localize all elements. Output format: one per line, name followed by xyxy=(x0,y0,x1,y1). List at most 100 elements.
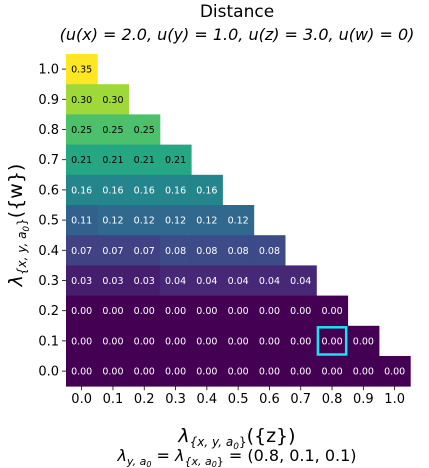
heatmap-cell xyxy=(128,235,161,266)
heatmap-cell-value: 0.04 xyxy=(290,276,311,287)
y-tick-label: 0.1 xyxy=(38,334,59,349)
heatmap-cell xyxy=(159,174,192,206)
heatmap-cell-value: 0.08 xyxy=(259,246,280,257)
heatmap-cell-value: 0.30 xyxy=(102,95,123,106)
heatmap-cell xyxy=(253,356,286,387)
x-tick-label: 0.0 xyxy=(71,392,92,407)
heatmap-cell-value: 0.00 xyxy=(165,336,186,347)
heatmap-cell xyxy=(253,325,286,357)
heatmap-cell xyxy=(66,295,98,327)
heatmap-cell xyxy=(347,356,380,387)
y-tick-label: 0.6 xyxy=(38,183,59,198)
heatmap-cell xyxy=(128,174,161,206)
x-tick-label: 0.5 xyxy=(228,392,249,407)
heatmap-cell xyxy=(159,356,192,387)
heatmap-cell-value: 0.00 xyxy=(196,367,217,378)
y-tick-label: 0.8 xyxy=(38,123,59,138)
heatmap-cell xyxy=(128,325,161,357)
heatmap-cell xyxy=(66,265,98,296)
heatmap-cell xyxy=(66,174,98,206)
heatmap-cell xyxy=(97,325,129,357)
heatmap-cell-value: 0.16 xyxy=(102,185,123,196)
heatmap-cell-value: 0.04 xyxy=(259,276,280,287)
heatmap-cell-value: 0.30 xyxy=(71,95,92,106)
heatmap-cell-value: 0.00 xyxy=(134,306,155,317)
heatmap-cell-value: 0.00 xyxy=(102,336,123,347)
heatmap-cell-value: 0.00 xyxy=(290,336,311,347)
heatmap-cell-value: 0.07 xyxy=(102,246,123,257)
heatmap-cell-value: 0.12 xyxy=(165,216,186,227)
heatmap-cell-value: 0.11 xyxy=(71,216,92,227)
heatmap-cell xyxy=(128,265,161,296)
heatmap-cell-value: 0.07 xyxy=(71,246,92,257)
heatmap-cell xyxy=(191,205,223,236)
heatmap-cell xyxy=(253,235,286,266)
heatmap-cell xyxy=(222,295,255,327)
heatmap-cell xyxy=(316,295,349,327)
heatmap-cell xyxy=(97,114,129,145)
heatmap-cell-value: 0.04 xyxy=(228,276,249,287)
heatmap-cell-value: 0.21 xyxy=(165,155,186,166)
heatmap-cell-value: 0.04 xyxy=(165,276,186,287)
x-tick-label: 0.2 xyxy=(134,392,155,407)
heatmap-cell xyxy=(128,295,161,327)
heatmap-cell xyxy=(66,84,98,115)
heatmap-cell-value: 0.04 xyxy=(196,276,217,287)
heatmap-cell xyxy=(191,235,223,266)
heatmap-cell xyxy=(285,325,317,357)
y-tick-label: 0.3 xyxy=(38,274,59,289)
heatmap-cell-value: 0.21 xyxy=(71,155,92,166)
heatmap-cell xyxy=(159,144,192,176)
heatmap-cell-value: 0.00 xyxy=(165,367,186,378)
heatmap-cell xyxy=(222,265,255,296)
heatmap-cell-value: 0.07 xyxy=(134,246,155,257)
heatmap-cell xyxy=(159,265,192,296)
heatmap-cell-value: 0.12 xyxy=(134,216,155,227)
heatmap-cells xyxy=(66,54,411,387)
y-tick-label: 0.0 xyxy=(38,365,59,380)
heatmap-cell xyxy=(66,205,98,236)
heatmap-cell-value: 0.00 xyxy=(71,367,92,378)
heatmap-cell xyxy=(97,205,129,236)
heatmap-cell-value: 0.00 xyxy=(353,367,374,378)
heatmap-cell-value: 0.25 xyxy=(134,125,155,136)
x-tick-label: 1.0 xyxy=(384,392,405,407)
heatmap-cell-value: 0.00 xyxy=(290,367,311,378)
heatmap-cell xyxy=(128,205,161,236)
heatmap-cell xyxy=(222,205,255,236)
heatmap-cell xyxy=(316,325,349,357)
chart-title: Distance xyxy=(200,2,274,22)
heatmap-cell xyxy=(66,356,98,387)
heatmap-cell xyxy=(191,325,223,357)
heatmap-cell xyxy=(66,144,98,176)
x-tick-label: 0.9 xyxy=(353,392,374,407)
chart-subtitle: (u(x) = 2.0, u(y) = 1.0, u(z) = 3.0, u(w… xyxy=(60,25,415,44)
heatmap-cell xyxy=(128,356,161,387)
x-tick-label: 0.3 xyxy=(165,392,186,407)
heatmap-cell-value: 0.00 xyxy=(71,306,92,317)
heatmap-cell-value: 0.00 xyxy=(259,367,280,378)
y-tick-label: 0.5 xyxy=(38,214,59,229)
heatmap-cell xyxy=(191,265,223,296)
heatmap-cell-value: 0.00 xyxy=(102,367,123,378)
heatmap-cell-value: 0.16 xyxy=(165,185,186,196)
heatmap-cell-value: 0.00 xyxy=(71,336,92,347)
heatmap-cell xyxy=(159,295,192,327)
heatmap-cell-value: 0.00 xyxy=(134,336,155,347)
y-axis-ticks: 1.0 0.9 0.8 0.7 0.6 0.5 0.4 0.3 0.2 0.1 0.0 xyxy=(38,63,66,380)
heatmap-cell-value: 0.08 xyxy=(165,246,186,257)
heatmap-cell xyxy=(191,295,223,327)
heatmap-cell xyxy=(159,235,192,266)
heatmap-cell-value: 0.00 xyxy=(259,306,280,317)
y-tick-label: 0.4 xyxy=(38,244,59,259)
heatmap-cell-value: 0.00 xyxy=(228,306,249,317)
heatmap-cell xyxy=(128,114,161,145)
heatmap-cell-value: 0.12 xyxy=(228,216,249,227)
heatmap-cell-value: 0.03 xyxy=(102,276,123,287)
heatmap-cell xyxy=(66,114,98,145)
heatmap-cell-value: 0.00 xyxy=(228,367,249,378)
heatmap-cell xyxy=(222,325,255,357)
y-tick-label: 0.7 xyxy=(38,153,59,168)
heatmap-cell xyxy=(191,356,223,387)
heatmap-cell xyxy=(97,356,129,387)
